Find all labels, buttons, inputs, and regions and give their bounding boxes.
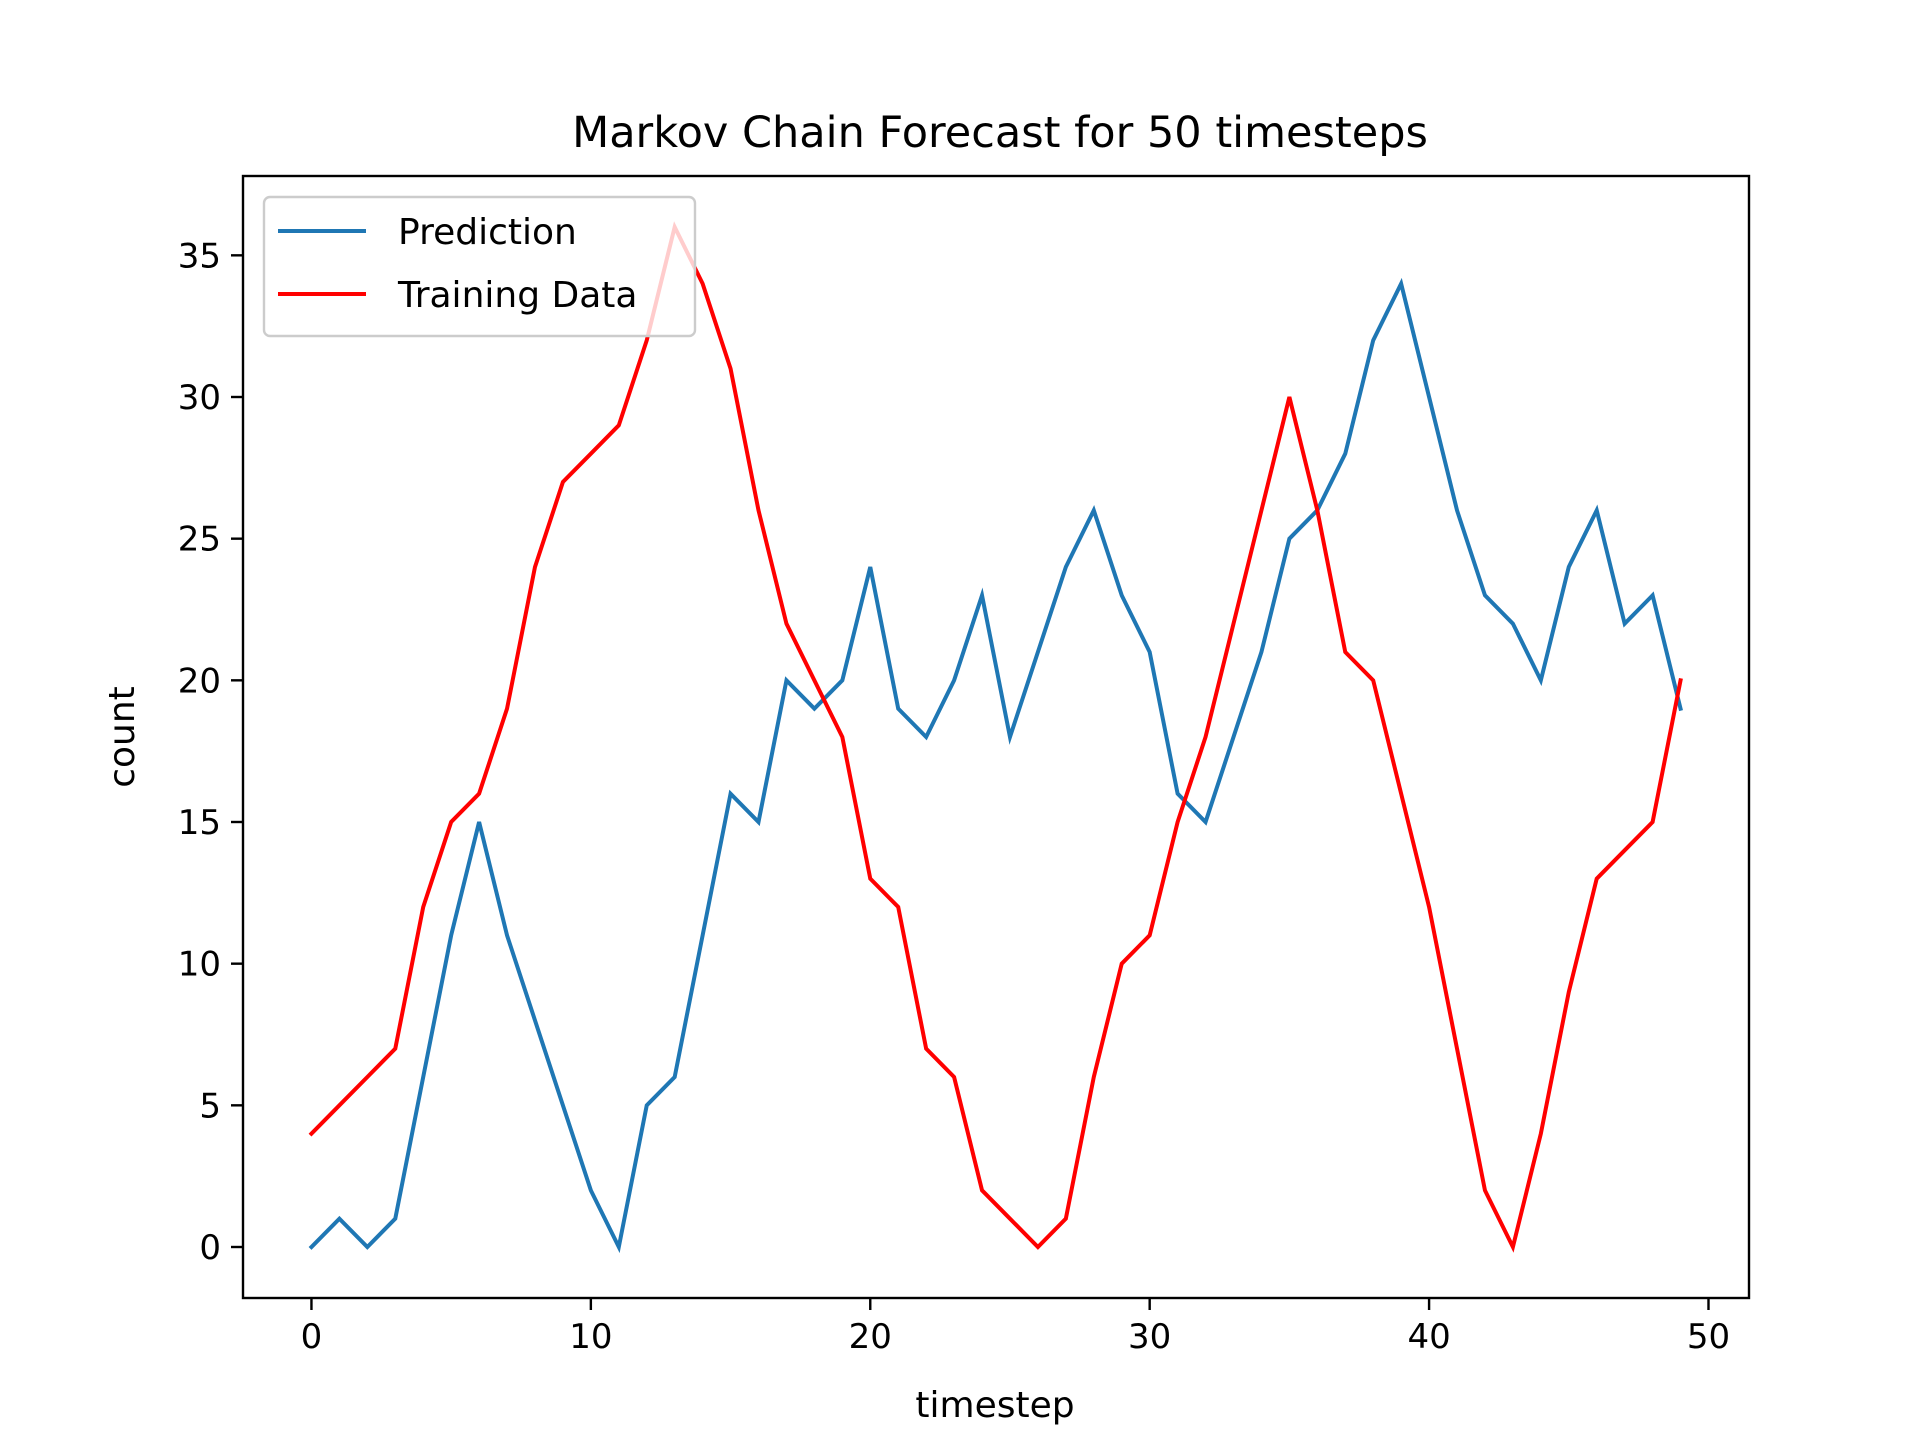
x-tick-label: 30 — [1128, 1317, 1171, 1357]
legend: Prediction Training Data — [262, 195, 697, 338]
y-axis: 0 5 10 15 20 25 30 35 — [178, 236, 243, 1268]
series-line-prediction — [308, 277, 1683, 1254]
x-tick-label: 50 — [1687, 1317, 1730, 1357]
y-tick-label: 10 — [178, 945, 221, 985]
y-tick-label: 35 — [178, 236, 221, 276]
legend-label-training-data: Training Data — [397, 275, 637, 316]
plot-area — [241, 174, 1751, 1300]
x-tick-label: 10 — [569, 1317, 612, 1357]
plot-frame — [241, 174, 1751, 1300]
legend-frame — [262, 195, 697, 338]
legend-label-prediction: Prediction — [398, 212, 577, 253]
chart-title: Markov Chain Forecast for 50 timesteps — [572, 108, 1428, 158]
y-tick-label: 0 — [199, 1228, 221, 1268]
series-line-training-data — [308, 221, 1683, 1253]
y-tick-label: 20 — [178, 661, 221, 701]
x-tick-label: 20 — [849, 1317, 892, 1357]
x-axis-label: timestep — [915, 1385, 1074, 1426]
series-layer — [308, 221, 1683, 1254]
x-tick-label: 0 — [301, 1317, 323, 1357]
y-axis-label: count — [102, 686, 143, 788]
y-tick-label: 5 — [199, 1086, 221, 1126]
y-tick-label: 25 — [178, 520, 221, 560]
y-tick-label: 30 — [178, 378, 221, 418]
y-tick-label: 15 — [178, 803, 221, 843]
x-axis: 0 10 20 30 40 50 — [301, 1298, 1730, 1357]
x-tick-label: 40 — [1407, 1317, 1450, 1357]
